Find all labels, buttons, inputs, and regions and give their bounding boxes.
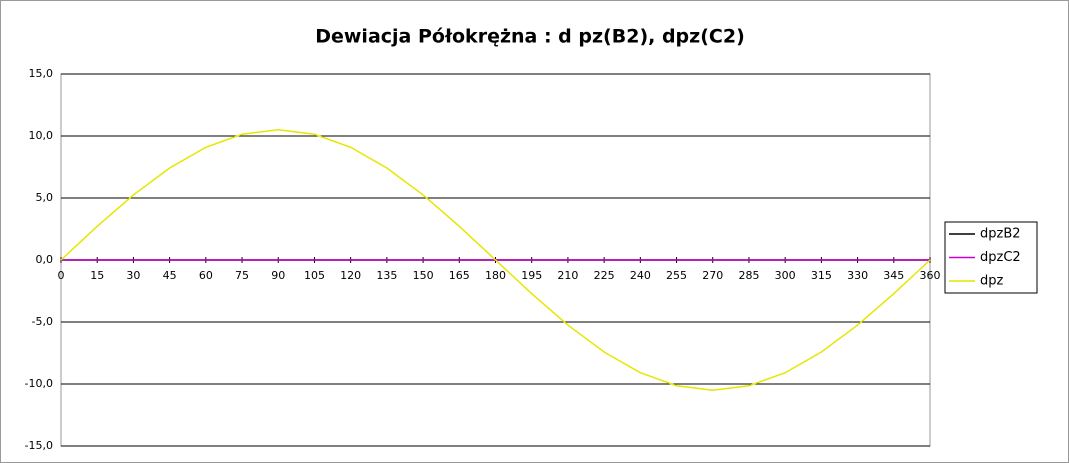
legend-label: dpzB2 — [980, 227, 1021, 242]
legend-label: dpzC2 — [980, 250, 1021, 265]
x-tick-label: 120 — [340, 269, 361, 282]
y-tick-label: -10,0 — [25, 377, 53, 390]
y-tick-label: 5,0 — [36, 191, 54, 204]
x-tick-label: 45 — [163, 269, 177, 282]
x-tick-label: 195 — [521, 269, 542, 282]
x-tick-label: 90 — [271, 269, 285, 282]
y-tick-label: -15,0 — [25, 439, 53, 452]
x-tick-label: 285 — [738, 269, 759, 282]
x-tick-label: 330 — [847, 269, 868, 282]
x-tick-label: 60 — [199, 269, 213, 282]
legend-label: dpz — [980, 274, 1004, 289]
y-tick-label: 0,0 — [36, 253, 54, 266]
series-line — [60, 129, 931, 391]
x-tick-label: 75 — [235, 269, 249, 282]
x-tick-label: 240 — [630, 269, 651, 282]
x-tick-label: 0 — [58, 269, 65, 282]
x-tick-label: 30 — [126, 269, 140, 282]
x-tick-label: 15 — [90, 269, 104, 282]
x-tick-label: 300 — [775, 269, 796, 282]
x-tick-label: 345 — [883, 269, 904, 282]
x-tick-label: 210 — [557, 269, 578, 282]
x-tick-label: 315 — [811, 269, 832, 282]
y-tick-label: 10,0 — [29, 129, 54, 142]
y-tick-label: -5,0 — [32, 315, 53, 328]
x-tick-label: 225 — [594, 269, 615, 282]
x-tick-label: 180 — [485, 269, 506, 282]
x-tick-label: 150 — [413, 269, 434, 282]
x-tick-label: 135 — [376, 269, 397, 282]
x-tick-label: 270 — [702, 269, 723, 282]
chart-title: Dewiacja Półokrężna : d pz(B2), dpz(C2) — [315, 26, 745, 48]
x-tick-label: 105 — [304, 269, 325, 282]
x-tick-label: 255 — [666, 269, 687, 282]
x-tick-label: 360 — [920, 269, 941, 282]
x-tick-label: 165 — [449, 269, 470, 282]
y-tick-label: 15,0 — [29, 67, 54, 80]
